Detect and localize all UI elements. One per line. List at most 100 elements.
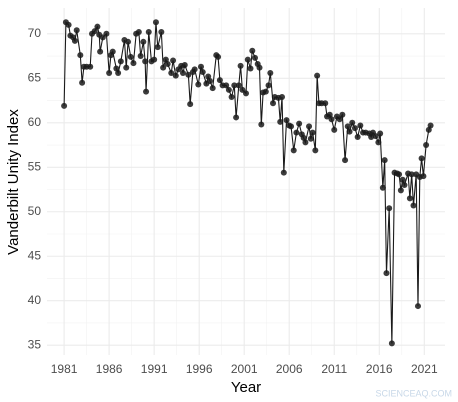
- point: [179, 69, 186, 76]
- point: [235, 82, 242, 89]
- point: [143, 88, 150, 95]
- plot: [47, 8, 445, 355]
- point: [375, 139, 382, 146]
- point: [244, 56, 251, 63]
- y-tick-label: 50: [28, 204, 42, 218]
- point: [249, 47, 256, 54]
- point: [309, 129, 316, 136]
- point: [197, 63, 204, 70]
- point: [209, 85, 216, 92]
- point: [290, 147, 297, 154]
- point: [399, 176, 406, 183]
- point: [228, 93, 235, 100]
- point: [420, 173, 427, 180]
- point: [79, 79, 86, 86]
- point: [283, 117, 290, 124]
- point: [349, 119, 356, 126]
- point: [388, 340, 395, 347]
- point: [223, 82, 230, 89]
- y-tick-label: 70: [28, 26, 42, 40]
- point: [158, 29, 165, 36]
- point: [231, 82, 238, 89]
- point: [379, 184, 386, 191]
- point: [307, 135, 314, 142]
- point: [142, 58, 149, 65]
- point: [252, 54, 259, 61]
- point: [185, 71, 192, 78]
- point: [293, 129, 300, 136]
- point: [71, 37, 78, 44]
- point: [351, 125, 358, 132]
- x-tick-label: 2006: [276, 362, 303, 376]
- x-tick-label: 2001: [231, 362, 258, 376]
- point: [328, 116, 335, 123]
- point: [418, 155, 425, 162]
- point: [386, 205, 393, 212]
- point: [125, 38, 132, 45]
- point: [127, 53, 134, 60]
- point: [247, 65, 254, 72]
- point: [130, 60, 137, 67]
- point: [77, 52, 84, 59]
- point: [256, 64, 263, 71]
- point: [199, 69, 206, 76]
- point: [145, 29, 152, 36]
- point: [195, 81, 202, 88]
- point: [140, 38, 147, 45]
- point: [288, 123, 295, 130]
- point: [73, 27, 80, 34]
- point: [336, 116, 343, 123]
- point: [267, 69, 274, 76]
- point: [296, 120, 303, 127]
- point: [354, 134, 361, 141]
- point: [372, 133, 379, 140]
- x-tick-label: 1996: [186, 362, 213, 376]
- point: [187, 101, 194, 108]
- point: [117, 58, 124, 65]
- point: [279, 93, 286, 100]
- y-tick-label: 65: [28, 70, 42, 84]
- point: [172, 72, 179, 79]
- point: [381, 157, 388, 164]
- point: [94, 23, 101, 30]
- y-tick-label: 35: [28, 337, 42, 351]
- point: [151, 56, 158, 63]
- point: [346, 128, 353, 135]
- x-tick-label: 2016: [366, 362, 393, 376]
- point: [397, 187, 404, 194]
- point: [123, 64, 130, 71]
- y-tick-label: 60: [28, 115, 42, 129]
- point: [191, 66, 198, 73]
- watermark: SCIENCEAQ.COM: [375, 388, 452, 398]
- point: [137, 53, 144, 60]
- point: [427, 122, 434, 129]
- point: [65, 21, 72, 28]
- point: [312, 147, 319, 154]
- point: [170, 57, 177, 64]
- point: [314, 72, 321, 79]
- point: [233, 114, 240, 121]
- point: [61, 102, 68, 109]
- point: [225, 86, 232, 93]
- point: [115, 69, 122, 76]
- point: [154, 44, 161, 51]
- point: [106, 69, 113, 76]
- point: [280, 169, 287, 176]
- point: [408, 171, 415, 178]
- point: [414, 303, 421, 310]
- x-tick-label: 2021: [411, 362, 438, 376]
- point: [181, 61, 188, 68]
- point: [243, 90, 249, 97]
- point: [423, 142, 430, 149]
- point: [91, 28, 98, 35]
- point: [322, 100, 329, 107]
- x-tick-label: 1986: [96, 362, 123, 376]
- point: [357, 122, 364, 129]
- point: [109, 48, 116, 55]
- point: [277, 118, 284, 125]
- point: [97, 48, 104, 55]
- y-tick-label: 55: [28, 159, 42, 173]
- point: [383, 270, 390, 277]
- point: [152, 19, 159, 26]
- point: [258, 121, 265, 128]
